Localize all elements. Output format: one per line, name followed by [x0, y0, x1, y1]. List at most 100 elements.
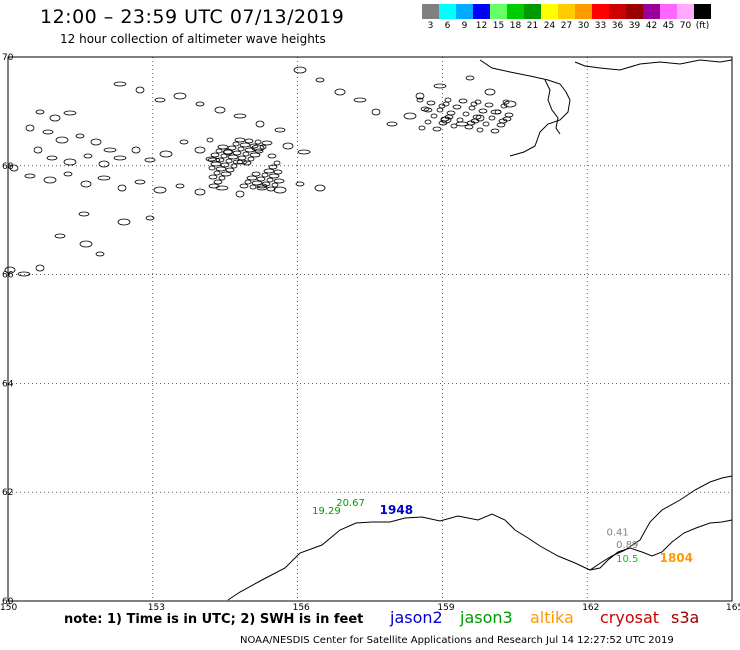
ice-floe — [194, 188, 206, 196]
ice-floe — [9, 164, 19, 172]
legend-tick-14: 45 — [662, 21, 675, 31]
lon-label-156: 156 — [293, 603, 310, 613]
ice-floe — [43, 176, 57, 184]
ice-floe — [225, 167, 235, 173]
ice-floe — [227, 154, 239, 160]
map-frame — [7, 56, 733, 602]
ice-floe — [464, 124, 474, 130]
ice-floe — [268, 164, 278, 170]
ice-floe — [153, 186, 167, 194]
ice-floe — [175, 183, 185, 189]
ice-floe — [222, 149, 234, 155]
ice-floe — [25, 124, 35, 132]
ice-floe — [63, 171, 73, 177]
ice-floe — [273, 178, 285, 184]
legend-tick-16: (ft) — [695, 21, 710, 31]
ice-floe — [450, 123, 458, 129]
legend-tick-6: 21 — [526, 21, 539, 31]
legend-tick-13: 42 — [645, 21, 658, 31]
ice-floe — [213, 179, 223, 185]
legend-swatch-12 — [626, 4, 643, 19]
ice-floe — [220, 153, 228, 159]
ice-floe — [256, 176, 266, 182]
ice-floe — [154, 97, 166, 103]
ice-floe — [232, 159, 244, 165]
ice-floe — [498, 118, 508, 124]
legend-swatch-13 — [643, 4, 660, 19]
bay-coast — [589, 519, 733, 571]
ice-floe — [205, 156, 217, 162]
ice-floe — [271, 182, 279, 188]
ice-floe — [416, 97, 424, 103]
axis-labels: 150 153 156 159 162 165 70 68 66 64 62 60 — [0, 53, 740, 613]
ice-floe — [462, 111, 470, 117]
legend-swatch-0 — [422, 4, 439, 19]
ice-floe — [234, 137, 246, 143]
ice-floe — [135, 86, 145, 94]
legend-tick-9: 30 — [577, 21, 590, 31]
ice-floe — [430, 113, 438, 119]
ice-floe — [215, 185, 229, 191]
lat-label-62: 62 — [2, 488, 13, 498]
ice-floe — [210, 161, 222, 167]
ice-floe — [195, 101, 205, 107]
ice-floe — [242, 151, 250, 157]
ice-floe — [239, 142, 251, 148]
swh-label-2: 1948 — [380, 503, 413, 517]
satellite-jason3: jason3 — [460, 608, 513, 627]
lat-label-60: 60 — [2, 597, 14, 607]
ice-floe — [432, 126, 442, 132]
ice-floe — [246, 175, 258, 181]
color-legend — [422, 4, 711, 19]
ice-floe — [418, 125, 426, 131]
legend-tick-3: 12 — [475, 21, 488, 31]
ice-floe — [244, 138, 254, 144]
ice-floe — [145, 215, 155, 221]
ice-floe — [217, 144, 229, 150]
ice-floe — [218, 175, 226, 181]
ice-floe — [472, 114, 482, 120]
ice-floe — [4, 266, 16, 274]
ice-floe — [261, 172, 269, 178]
ice-floe — [208, 165, 216, 171]
ice-floe — [255, 120, 265, 128]
ice-floe — [215, 166, 227, 172]
ice-floe — [386, 121, 398, 127]
swh-label-6: 1804 — [660, 551, 693, 565]
ice-floe — [261, 140, 273, 146]
ice-floe — [424, 119, 432, 125]
ice-floe — [80, 180, 92, 188]
ice-floe — [247, 156, 255, 162]
legend-swatch-15 — [677, 4, 694, 19]
coastline — [227, 59, 733, 601]
ice-floe — [208, 174, 218, 180]
ice-floe — [208, 183, 220, 189]
ice-floe — [75, 133, 85, 139]
ice-floe — [446, 110, 456, 116]
swh-label-3: 0.41 — [607, 528, 629, 539]
legend-tick-10: 33 — [594, 21, 607, 31]
ice-floe — [353, 97, 367, 103]
ice-floe — [420, 106, 430, 112]
legend-tick-8: 27 — [560, 21, 573, 31]
satellite-s3a: s3a — [671, 608, 700, 627]
ice-floe — [83, 153, 93, 159]
legend-tick-1: 6 — [444, 21, 451, 31]
map-title: 12:00 – 23:59 UTC 07/13/2019 — [40, 6, 345, 28]
ice-floe — [239, 183, 249, 189]
ice-floe — [131, 146, 141, 154]
ice-floe — [502, 99, 510, 105]
ice-floe — [249, 152, 261, 158]
ice-floe — [214, 106, 226, 114]
legend-tick-0: 3 — [427, 21, 434, 31]
legend-ticks: 3 6 9 12 15 18 21 24 27 30 33 36 39 42 45 70 (ft) — [422, 21, 711, 31]
ice-floe — [244, 147, 256, 153]
legend-swatch-10 — [592, 4, 609, 19]
ice-floe — [371, 108, 381, 116]
ice-floe — [159, 150, 173, 158]
legend-tick-2: 9 — [461, 21, 468, 31]
legend-tick-15: 70 — [679, 21, 692, 31]
lat-label-68: 68 — [2, 162, 14, 172]
ice-floe — [33, 146, 43, 154]
ice-floe — [273, 160, 281, 166]
